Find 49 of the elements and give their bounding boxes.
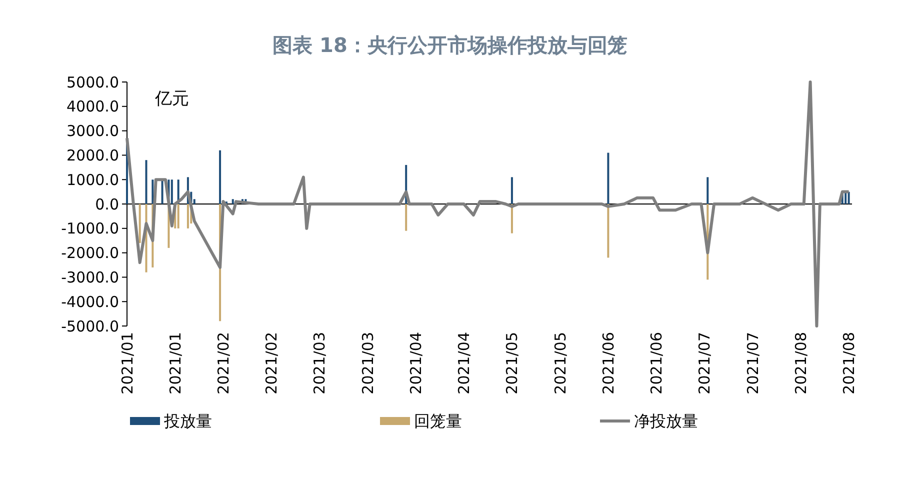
y-tick-label: 2000.0 — [66, 146, 119, 164]
x-tick-label: 2021/08 — [840, 332, 858, 394]
bar — [848, 192, 850, 204]
y-tick-label: -3000.0 — [61, 268, 119, 286]
bar — [152, 180, 154, 204]
bar — [219, 150, 222, 204]
bar — [161, 180, 164, 204]
x-tick-label: 2021/02 — [262, 332, 281, 394]
x-tick-label: 2021/03 — [358, 332, 377, 394]
x-tick-label: 2021/08 — [792, 332, 810, 394]
x-tick-label: 2021/04 — [406, 332, 425, 394]
chart-title: 图表 18：央行公开市场操作投放与回笼 — [272, 33, 628, 57]
x-tick-label: 2021/02 — [214, 332, 232, 394]
bar — [232, 199, 234, 204]
bar — [145, 160, 148, 204]
bar — [405, 204, 408, 231]
bar — [186, 204, 189, 228]
annotation: 亿元 — [154, 89, 189, 109]
bar — [607, 152, 610, 204]
legend-label: 净投放量 — [634, 412, 698, 431]
y-tick-label: 3000.0 — [66, 122, 119, 140]
legend-label: 投放量 — [163, 412, 212, 431]
x-tick-label: 2021/03 — [310, 332, 329, 394]
x-tick-label: 2021/04 — [455, 332, 474, 394]
legend-label: 回笼量 — [414, 412, 462, 431]
y-tick-label: 5000.0 — [66, 73, 119, 92]
y-tick-label: -2000.0 — [61, 244, 119, 262]
x-tick-label: 2021/07 — [696, 332, 714, 394]
y-tick-label: 4000.0 — [66, 98, 119, 116]
bar — [138, 204, 141, 244]
y-tick-label: -4000.0 — [61, 292, 119, 311]
y-tick-label: 1000.0 — [66, 170, 119, 189]
bar — [170, 180, 173, 204]
bar — [510, 204, 513, 234]
y-tick-label: -1000.0 — [61, 220, 119, 238]
x-tick-label: 2021/07 — [744, 332, 762, 394]
bar — [510, 177, 513, 204]
x-tick-label: 2021/01 — [166, 332, 184, 394]
bar — [607, 204, 610, 258]
x-tick-label: 2021/01 — [118, 332, 136, 394]
x-tick-label: 2021/06 — [648, 332, 666, 394]
bar — [706, 177, 709, 204]
x-tick-label: 2021/06 — [599, 332, 618, 394]
x-tick-label: 2021/05 — [503, 332, 522, 394]
bar — [177, 204, 180, 228]
y-tick-label: -5000.0 — [61, 317, 119, 336]
line-series — [126, 80, 850, 328]
y-tick-label: 0.0 — [95, 195, 119, 214]
x-tick-label: 2021/05 — [551, 332, 570, 394]
